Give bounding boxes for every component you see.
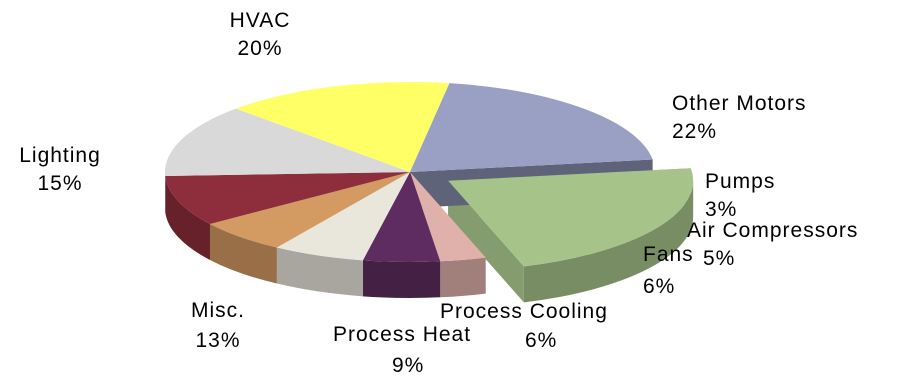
svg-text:Process Heat: Process Heat: [333, 323, 471, 346]
slice-misc: [165, 108, 410, 176]
svg-text:3%: 3%: [705, 198, 737, 221]
svg-text:13%: 13%: [195, 329, 240, 352]
slice-side-other-motors: [523, 180, 694, 303]
slice-side-process-cooling: [209, 223, 277, 284]
pie-slice-tops: [165, 82, 694, 267]
svg-text:Pumps: Pumps: [705, 170, 775, 193]
slice-process-heat: [165, 172, 410, 224]
slice-other-motors: [448, 168, 694, 267]
svg-text:15%: 15%: [37, 172, 82, 195]
slice-hvac: [410, 83, 653, 172]
slice-label-fans: Fans 6%: [643, 243, 694, 298]
slice-air-compressors: [362, 172, 441, 263]
svg-text:5%: 5%: [703, 247, 735, 270]
slice-fans: [276, 172, 410, 261]
svg-text:Lighting: Lighting: [19, 144, 101, 167]
svg-text:Misc.: Misc.: [191, 299, 245, 322]
slice-side-process-heat: [165, 175, 210, 260]
slice-side-fans: [276, 247, 363, 297]
svg-text:HVAC: HVAC: [230, 9, 291, 32]
svg-text:Other Motors: Other Motors: [672, 92, 807, 115]
slice-label-hvac: HVAC 20%: [230, 9, 291, 60]
svg-text:9%: 9%: [392, 354, 424, 377]
slice-label-air-compressors: Air Compressors 5%: [687, 219, 858, 270]
slice-label-process-heat: Process Heat 9%: [333, 323, 471, 377]
slice-lighting: [235, 82, 450, 172]
svg-text:Fans: Fans: [643, 243, 694, 266]
slice-label-process-cooling: Process Cooling 6%: [440, 300, 608, 352]
slice-side-pumps: [440, 257, 486, 298]
slice-label-misc: Misc. 13%: [191, 299, 245, 352]
svg-text:Process Cooling: Process Cooling: [440, 300, 608, 323]
svg-text:20%: 20%: [237, 37, 282, 60]
slice-label-lighting: Lighting 15%: [19, 144, 101, 195]
slice-label-other-motors: Other Motors 22%: [672, 92, 807, 143]
svg-text:22%: 22%: [672, 120, 717, 143]
slice-pumps: [410, 172, 486, 262]
svg-text:6%: 6%: [525, 329, 557, 352]
slice-process-cooling: [209, 172, 410, 248]
slice-side-air-compressors: [362, 260, 441, 298]
svg-text:6%: 6%: [643, 275, 675, 298]
svg-text:Air Compressors: Air Compressors: [687, 219, 858, 242]
slice-label-pumps: Pumps 3%: [705, 170, 775, 221]
